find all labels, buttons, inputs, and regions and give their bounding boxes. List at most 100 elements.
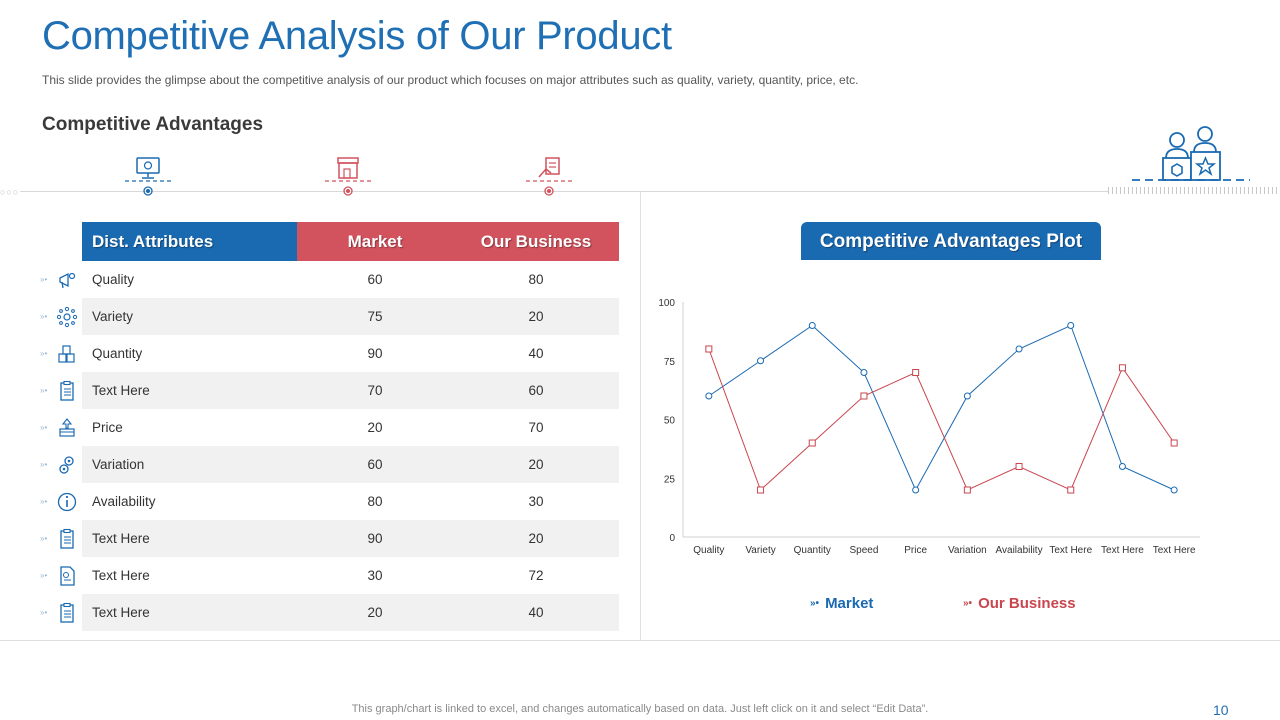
row-icon-slot: »• <box>40 520 82 557</box>
x-tick-label: Variety <box>745 545 775 556</box>
legend-arrow-icon: »• <box>810 598 820 609</box>
data-point-business <box>808 439 816 447</box>
monitor-icon <box>123 155 173 197</box>
data-point-business <box>705 345 713 353</box>
data-point-business <box>912 369 920 376</box>
data-point-market <box>1015 345 1023 353</box>
arrow-icon: »• <box>40 460 48 469</box>
table-row: Text Here 30 72 <box>82 557 619 594</box>
table-row: Quality 60 80 <box>82 261 619 298</box>
network-icon <box>56 306 78 327</box>
arrow-icon: »• <box>40 423 48 432</box>
cell-market: 60 <box>297 446 453 483</box>
clipboard-icon <box>60 602 74 623</box>
data-point-market <box>1170 486 1178 494</box>
arrow-icon: »• <box>40 275 48 284</box>
cell-market: 60 <box>367 272 383 287</box>
cell-attribute: Availability <box>92 494 156 509</box>
cell-business: 70 <box>528 420 544 435</box>
tick-strip-decoration <box>1108 187 1278 194</box>
cell-business: 60 <box>453 372 619 409</box>
data-point-business <box>757 486 765 494</box>
legend-market-label: Market <box>825 595 874 612</box>
megaphone-icon <box>59 272 76 288</box>
row-icon-slot: »• <box>40 298 82 335</box>
row-icon-slot: »• <box>40 594 82 631</box>
info-icon <box>57 492 77 511</box>
cell-market: 80 <box>367 494 383 509</box>
people-podium-icon <box>1132 126 1250 181</box>
chart-title: Competitive Advantages Plot <box>801 222 1101 260</box>
x-tick-label: Quality <box>693 545 724 556</box>
clipboard-icon <box>60 528 74 549</box>
data-point-market <box>963 392 971 400</box>
x-tick-label: Speed <box>849 545 878 556</box>
data-point-business <box>1015 463 1023 470</box>
table-row: Quantity 90 40 <box>82 335 619 372</box>
page-number: 10 <box>1213 702 1229 718</box>
cell-attribute: Variation <box>82 446 297 483</box>
cell-market: 70 <box>297 372 453 409</box>
legend-arrow-icon: »• <box>963 598 973 609</box>
table-row: Variation 60 20 <box>82 446 619 483</box>
cell-business: 72 <box>528 568 544 583</box>
attributes-table: Dist. Attributes Market Our Business Qua… <box>82 222 619 631</box>
cell-business: 80 <box>528 272 544 287</box>
data-point-business <box>860 392 868 400</box>
page-subtitle: This slide provides the glimpse about th… <box>42 73 859 87</box>
gears-icon <box>59 455 74 474</box>
cell-attribute: Text Here <box>82 594 297 631</box>
legend-market: »• Market <box>810 595 873 612</box>
table-row: Text Here 20 40 <box>82 594 619 631</box>
arrow-icon: »• <box>40 349 48 358</box>
store-icon <box>323 155 373 197</box>
row-icon-slot: »• <box>40 483 82 520</box>
y-tick-label: 50 <box>664 416 676 427</box>
y-tick-label: 25 <box>664 474 676 485</box>
cell-market: 30 <box>367 568 383 583</box>
series-line-business <box>708 348 1175 491</box>
data-point-market <box>808 322 816 329</box>
x-tick-label: Variation <box>948 545 987 556</box>
cell-market: 20 <box>297 594 453 631</box>
cell-market: 90 <box>367 346 383 361</box>
vertical-divider <box>640 192 641 640</box>
series-line-market <box>708 324 1175 492</box>
cell-business: 40 <box>528 346 544 361</box>
header-attributes: Dist. Attributes <box>82 222 297 261</box>
data-point-market <box>1118 463 1126 470</box>
left-dots-decoration: ○○○ <box>0 187 20 197</box>
row-icon-slot: »• <box>40 409 82 446</box>
table-header-row: Dist. Attributes Market Our Business <box>82 222 619 261</box>
cell-market: 20 <box>367 420 383 435</box>
table-row: Price 20 70 <box>82 409 619 446</box>
row-icons-column: »• »• »• »• »• »• »• »• »• »• <box>40 261 82 631</box>
cell-attribute: Text Here <box>82 372 297 409</box>
data-point-business <box>1170 439 1178 447</box>
footer-note: This graph/chart is linked to excel, and… <box>351 703 929 715</box>
arrow-icon: »• <box>40 497 48 506</box>
data-point-market <box>912 486 920 494</box>
boxes-icon <box>58 344 75 363</box>
cell-business: 30 <box>528 494 544 509</box>
cell-attribute: Quantity <box>92 346 143 361</box>
table-row: Text Here 90 20 <box>82 520 619 557</box>
arrow-icon: »• <box>40 312 48 321</box>
row-icon-slot: »• <box>40 261 82 298</box>
header-business: Our Business <box>453 222 619 261</box>
row-icon-slot: »• <box>40 335 82 372</box>
cell-attribute: Price <box>92 420 123 435</box>
row-icon-slot: »• <box>40 372 82 409</box>
header-market: Market <box>297 222 453 261</box>
legend-business: »• Our Business <box>963 595 1076 612</box>
row-icon-slot: »• <box>40 557 82 594</box>
table-row: Variety 75 20 <box>82 298 619 335</box>
y-tick-label: 75 <box>664 357 676 368</box>
x-tick-label: Price <box>904 545 927 556</box>
table-row: Text Here 70 60 <box>82 372 619 409</box>
data-point-business <box>1118 364 1126 372</box>
page-title: Competitive Analysis of Our Product <box>42 14 672 58</box>
cell-business: 20 <box>453 520 619 557</box>
arrow-icon: »• <box>40 571 48 580</box>
cell-attribute: Text Here <box>92 568 150 583</box>
